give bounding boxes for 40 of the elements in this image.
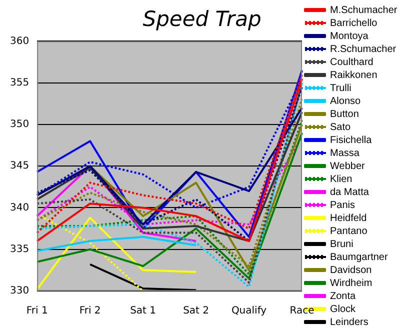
y-tick-label: 330 [10,286,30,297]
y-tick-label: 360 [10,36,30,47]
x-tick-label: Sat 1 [130,306,156,317]
x-tick-label: Sat 2 [183,306,210,317]
legend-label: Alonso [330,96,362,107]
chart-title: Speed Trap [142,7,262,32]
x-tick-label: Fri 1 [26,306,48,317]
legend-label: Webber [330,160,366,172]
legend-label: Barrichello [330,18,378,29]
y-tick-label: 345 [10,160,30,172]
legend-label: Sato [330,122,352,133]
legend-label: Button [330,108,359,120]
y-tick-label: 335 [10,244,30,255]
legend-label: Klien [330,174,352,185]
legend-label: Glock [330,304,357,315]
legend-label: Trulli [330,82,352,94]
legend-label: Pantano [330,226,368,237]
legend-label: M.Schumacher [330,4,398,16]
legend-label: Fisichella [330,134,372,146]
legend-label: Zonta [330,290,356,302]
x-tick-label: Fri 2 [79,306,101,317]
legend-label: Massa [330,148,360,159]
legend-label: Panis [330,200,356,211]
y-tick-label: 350 [10,119,30,130]
x-tick-label: Qualify [231,306,267,317]
legend-label: Leinders [330,316,368,328]
legend-label: da Matta [330,186,370,198]
legend-label: R.Schumacher [330,44,397,55]
x-tick-label: Race [290,306,314,317]
legend-label: Montoya [330,30,369,42]
legend-label: Davidson [330,264,372,276]
line-series [36,98,303,268]
legend-label: Coulthard [330,56,374,68]
legend-label: Baumgartner [330,252,388,263]
legend-label: Raikkonen [330,70,378,81]
legend-label: Bruni [330,238,354,250]
legend-label: Wirdheim [330,278,372,289]
legend-label: Heidfeld [330,212,367,224]
y-tick-label: 340 [10,202,30,214]
y-tick-label: 355 [10,77,30,88]
